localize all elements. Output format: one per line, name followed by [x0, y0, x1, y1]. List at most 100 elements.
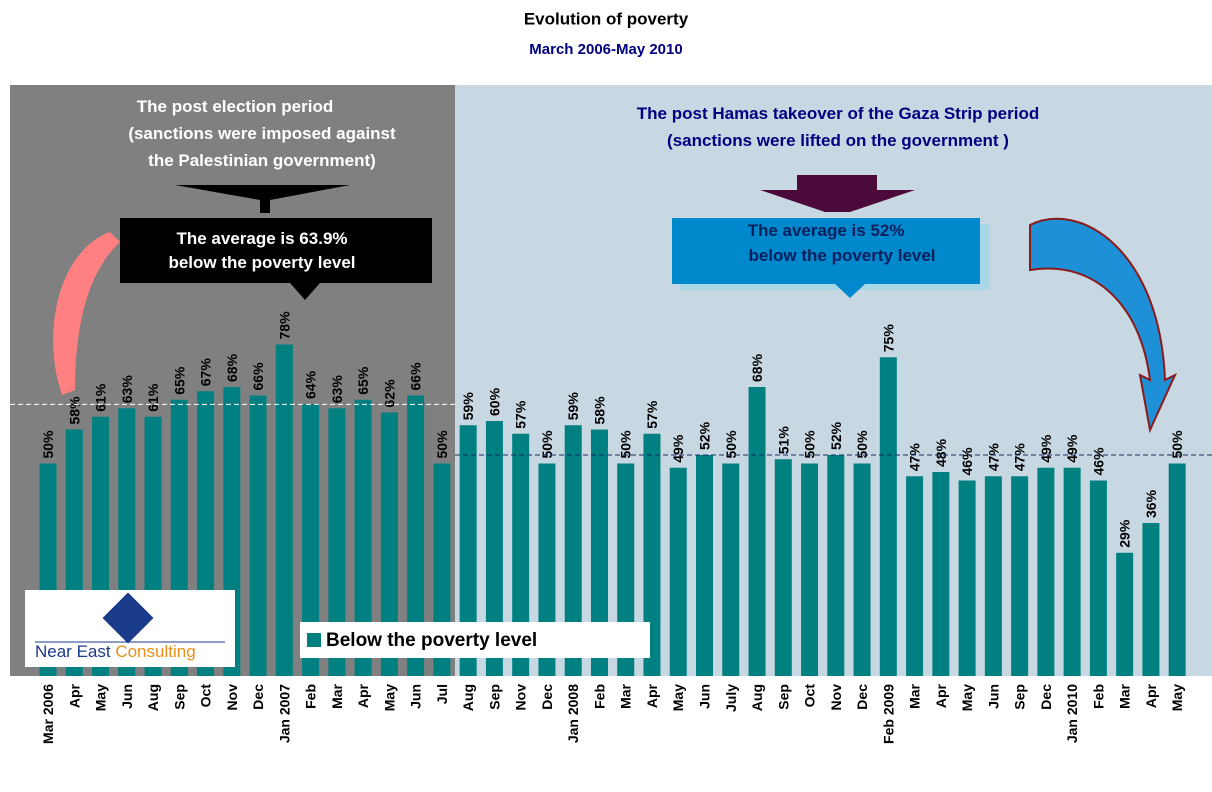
- x-tick-label: May: [670, 684, 686, 711]
- legend-swatch: [307, 633, 321, 647]
- data-label: 61%: [93, 383, 109, 412]
- x-tick-label: Nov: [828, 684, 844, 711]
- x-tick-label: Jan 2010: [1064, 684, 1080, 743]
- data-label: 66%: [250, 362, 266, 391]
- x-tick-label: Sep: [775, 684, 791, 710]
- data-label: 52%: [697, 421, 713, 450]
- data-label: 59%: [565, 392, 581, 421]
- data-label: 50%: [539, 430, 555, 459]
- data-label: 62%: [381, 379, 397, 408]
- x-tick-label: Nov: [224, 684, 240, 711]
- x-tick-label: Sep: [486, 684, 502, 710]
- logo-text: Near East: [35, 642, 111, 661]
- data-label: 65%: [355, 366, 371, 395]
- x-tick-label: Sep: [1012, 684, 1028, 710]
- bar: [775, 459, 792, 676]
- callout-box: [120, 218, 432, 283]
- x-tick-label: Dec: [250, 684, 266, 710]
- data-label: 47%: [985, 443, 1001, 472]
- bar: [276, 345, 293, 677]
- arrow: [797, 175, 877, 192]
- x-tick-label: Mar: [907, 683, 923, 708]
- data-label: 58%: [591, 396, 607, 425]
- data-label: 29%: [1117, 519, 1133, 548]
- bar: [906, 476, 923, 676]
- chart: Evolution of poverty March 2006-May 2010…: [0, 0, 1212, 787]
- x-tick-label: Apr: [66, 683, 82, 708]
- data-label: 57%: [644, 400, 660, 429]
- x-tick-label: Mar 2006: [40, 684, 56, 744]
- data-label: 58%: [66, 396, 82, 425]
- x-tick-label: Feb: [1090, 684, 1106, 709]
- data-label: 36%: [1143, 489, 1159, 518]
- x-tick-label: Mar: [618, 683, 634, 708]
- x-tick-label: Nov: [513, 684, 529, 711]
- bar: [749, 387, 766, 676]
- logo-text: Near East Consulting: [35, 642, 196, 661]
- x-tick-label: Jan 2007: [276, 684, 292, 743]
- data-label: 63%: [119, 375, 135, 404]
- x-tick-label: Aug: [460, 684, 476, 711]
- bar: [250, 396, 267, 677]
- x-tick-label: May: [1169, 684, 1185, 711]
- annotation: below the poverty level: [168, 253, 355, 272]
- x-tick-label: May: [959, 684, 975, 711]
- x-tick-label: Jun: [408, 684, 424, 709]
- x-tick-label: Jul: [434, 684, 450, 704]
- data-label: 68%: [749, 353, 765, 382]
- x-tick-label: Aug: [749, 684, 765, 711]
- data-label: 52%: [828, 421, 844, 450]
- x-tick-label: Mar: [1117, 683, 1133, 708]
- logo-text: Consulting: [115, 642, 195, 661]
- data-label: 46%: [1090, 447, 1106, 476]
- data-label: 47%: [1012, 443, 1028, 472]
- legend-label: Below the poverty level: [326, 630, 537, 651]
- bar: [722, 464, 739, 677]
- bar: [670, 468, 687, 676]
- x-tick-label: Apr: [1143, 683, 1159, 708]
- data-label: 50%: [434, 430, 450, 459]
- bar: [1037, 468, 1054, 676]
- data-label: 50%: [854, 430, 870, 459]
- data-label: 59%: [460, 392, 476, 421]
- x-tick-label: Dec: [854, 684, 870, 710]
- bar: [880, 357, 897, 676]
- data-label: 68%: [224, 353, 240, 382]
- data-label: 57%: [513, 400, 529, 429]
- x-tick-label: May: [381, 684, 397, 711]
- data-label: 49%: [1064, 434, 1080, 463]
- bar: [801, 464, 818, 677]
- data-label: 50%: [618, 430, 634, 459]
- x-tick-label: Dec: [539, 684, 555, 710]
- page: Evolution of poverty March 2006-May 2010…: [0, 0, 1212, 792]
- x-tick-label: Sep: [171, 684, 187, 710]
- data-label: 49%: [670, 434, 686, 463]
- annotation: (sanctions were imposed against: [128, 124, 396, 143]
- data-label: 50%: [723, 430, 739, 459]
- data-label: 50%: [1169, 430, 1185, 459]
- bar: [959, 481, 976, 677]
- data-label: 50%: [802, 430, 818, 459]
- x-tick-label: Feb: [303, 684, 319, 709]
- x-tick-label: July: [723, 684, 739, 712]
- data-label: 64%: [303, 370, 319, 399]
- data-label: 48%: [933, 438, 949, 467]
- bar: [1116, 553, 1133, 676]
- data-label: 63%: [329, 375, 345, 404]
- bar: [985, 476, 1002, 676]
- data-label: 78%: [276, 311, 292, 340]
- x-tick-label: Aug: [145, 684, 161, 711]
- bar: [1064, 468, 1081, 676]
- x-tick-label: Apr: [355, 683, 371, 708]
- x-tick-label: Jun: [985, 684, 1001, 709]
- data-label: 50%: [40, 430, 56, 459]
- data-label: 60%: [486, 387, 502, 416]
- data-label: 66%: [408, 362, 424, 391]
- x-tick-label: Mar: [329, 683, 345, 708]
- data-label: 46%: [959, 447, 975, 476]
- data-label: 51%: [775, 426, 791, 455]
- bar: [827, 455, 844, 676]
- data-label: 49%: [1038, 434, 1054, 463]
- annotation: The average is 63.9%: [176, 229, 347, 248]
- x-tick-label: May: [93, 684, 109, 711]
